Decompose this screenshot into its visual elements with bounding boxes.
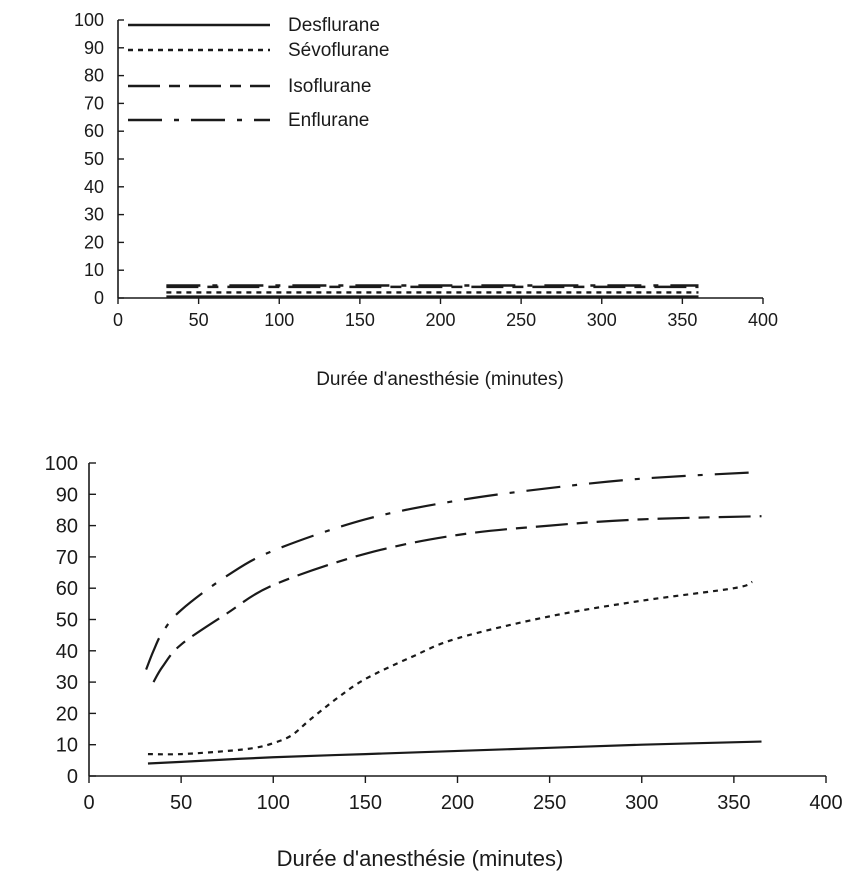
series-group bbox=[145, 471, 762, 765]
y-tick-label: 0 bbox=[94, 288, 104, 308]
x-tick-label: 200 bbox=[441, 792, 474, 814]
y-tick-label: 40 bbox=[84, 177, 104, 197]
legend: Desflurane Sévoflurane Isoflurane Enflur… bbox=[128, 15, 389, 131]
chart-bottom: 0 10 20 30 40 50 60 70 80 90 100 0 50 100 150 200 250 300… bbox=[45, 453, 843, 871]
x-tick-label: 100 bbox=[264, 310, 294, 330]
x-tick-label: 300 bbox=[587, 310, 617, 330]
legend-label-enflurane: Enflurane bbox=[288, 110, 369, 131]
y-tick-label: 90 bbox=[84, 38, 104, 58]
y-tick-label: 30 bbox=[56, 672, 78, 694]
y-tick-label: 40 bbox=[56, 641, 78, 663]
series-line-series-1 bbox=[147, 740, 762, 765]
x-tick-label: 50 bbox=[170, 792, 192, 814]
legend-label-desflurane: Desflurane bbox=[288, 15, 380, 36]
series-line-series-3 bbox=[152, 515, 762, 683]
x-tick-label: 150 bbox=[349, 792, 382, 814]
y-tick-label: 90 bbox=[56, 484, 78, 506]
y-tick-label: 60 bbox=[84, 121, 104, 141]
y-tick-label: 60 bbox=[56, 578, 78, 600]
y-tick-label: 0 bbox=[67, 766, 78, 788]
y-tick-label: 50 bbox=[84, 149, 104, 169]
y-tick-label: 20 bbox=[56, 703, 78, 725]
x-tick-label: 400 bbox=[809, 792, 842, 814]
x-tick-label: 100 bbox=[257, 792, 290, 814]
series-line-series-2 bbox=[147, 580, 753, 756]
x-tick-label: 400 bbox=[748, 310, 778, 330]
y-tick-label: 80 bbox=[56, 516, 78, 538]
x-tick-label: 350 bbox=[717, 792, 750, 814]
x-tick-label: 0 bbox=[83, 792, 94, 814]
y-tick-label: 10 bbox=[56, 735, 78, 757]
x-tick-label: 300 bbox=[625, 792, 658, 814]
legend-label-isoflurane: Isoflurane bbox=[288, 76, 371, 97]
legend-label-sevoflurane: Sévoflurane bbox=[288, 40, 389, 61]
series-group bbox=[166, 284, 699, 298]
tick-group: 0 10 20 30 40 50 60 70 80 90 100 0 50 100 150 200 250 300… bbox=[45, 453, 843, 814]
y-tick-label: 70 bbox=[84, 93, 104, 113]
y-tick-label: 70 bbox=[56, 547, 78, 569]
x-tick-label: 350 bbox=[667, 310, 697, 330]
y-tick-label: 100 bbox=[74, 10, 104, 30]
x-tick-label: 250 bbox=[533, 792, 566, 814]
x-tick-label: 150 bbox=[345, 310, 375, 330]
series-line-series-4 bbox=[145, 471, 753, 670]
y-tick-label: 100 bbox=[45, 453, 78, 475]
x-tick-label: 50 bbox=[189, 310, 209, 330]
y-tick-label: 80 bbox=[84, 66, 104, 86]
x-axis-label: Durée d'anesthésie (minutes) bbox=[277, 846, 564, 871]
x-tick-label: 250 bbox=[506, 310, 536, 330]
y-tick-label: 50 bbox=[56, 610, 78, 632]
x-tick-label: 0 bbox=[113, 310, 123, 330]
x-tick-label: 200 bbox=[425, 310, 455, 330]
y-tick-label: 10 bbox=[84, 260, 104, 280]
y-tick-label: 20 bbox=[84, 232, 104, 252]
tick-group: 0 10 20 30 40 50 60 70 80 90 100 0 50 100 150 200 250 300… bbox=[74, 10, 778, 330]
y-tick-label: 30 bbox=[84, 205, 104, 225]
chart-top: 0 10 20 30 40 50 60 70 80 90 100 0 50 100 150 200 250 300… bbox=[74, 10, 778, 390]
x-axis-label: Durée d'anesthésie (minutes) bbox=[316, 369, 564, 390]
